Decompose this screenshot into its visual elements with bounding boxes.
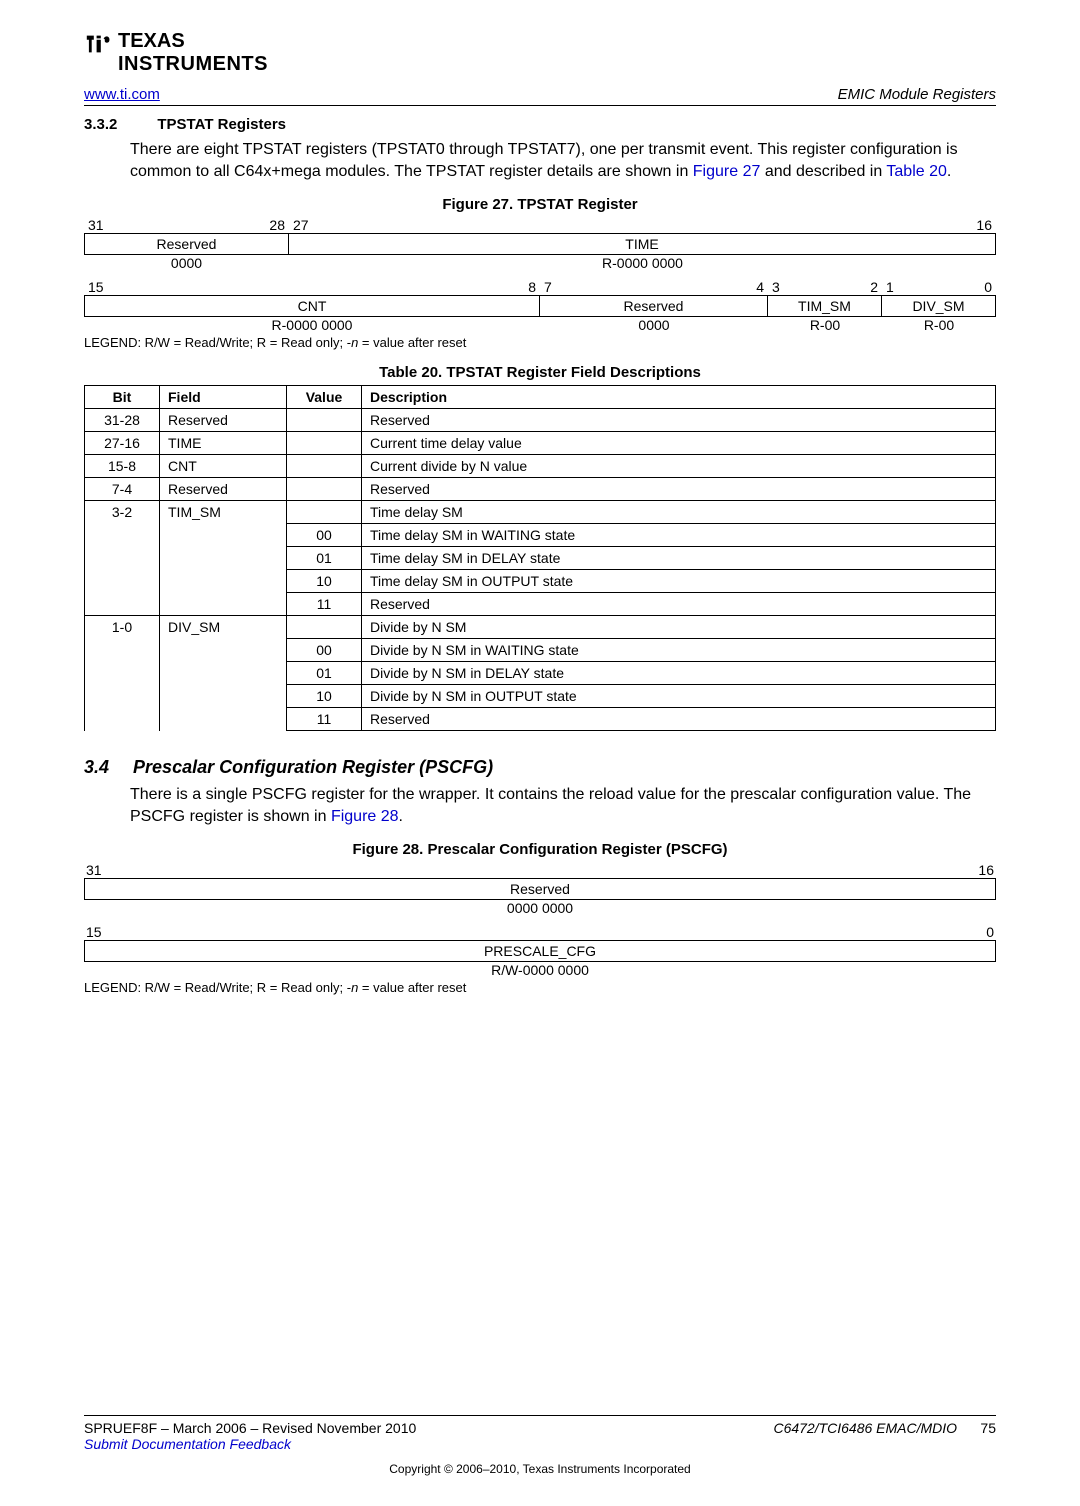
tbl20-h-desc: Description bbox=[362, 386, 996, 409]
page-footer: SPRUEF8F – March 2006 – Revised November… bbox=[84, 1415, 996, 1476]
figure-28-caption: Figure 28. Prescalar Configuration Regis… bbox=[84, 841, 996, 858]
fig27-field-timsm: TIM_SM bbox=[768, 295, 882, 317]
table-row: 31-28ReservedReserved bbox=[85, 409, 996, 432]
tbl20-h-value: Value bbox=[287, 386, 362, 409]
table-row: 01Time delay SM in DELAY state bbox=[85, 547, 996, 570]
table-row: 00Time delay SM in WAITING state bbox=[85, 524, 996, 547]
table-row: 3-2TIM_SMTime delay SM bbox=[85, 501, 996, 524]
fig27-field-reserved1: Reserved bbox=[84, 233, 289, 255]
sec-332-title: TPSTAT Registers bbox=[157, 116, 286, 133]
table-20-caption: Table 20. TPSTAT Register Field Descript… bbox=[84, 364, 996, 381]
table-row: 27-16TIMECurrent time delay value bbox=[85, 432, 996, 455]
header-url-link[interactable]: www.ti.com bbox=[84, 86, 160, 103]
table-20: Bit Field Value Description 31-28Reserve… bbox=[84, 385, 996, 731]
sec-34-number: 3.4 bbox=[84, 757, 109, 778]
logo-text-2: INSTRUMENTS bbox=[118, 53, 268, 76]
tbl20-h-field: Field bbox=[160, 386, 287, 409]
link-figure-28[interactable]: Figure 28 bbox=[331, 808, 399, 825]
table-row: 7-4ReservedReserved bbox=[85, 478, 996, 501]
fig27-field-reserved2: Reserved bbox=[540, 295, 768, 317]
fig28-legend: LEGEND: R/W = Read/Write; R = Read only;… bbox=[84, 980, 996, 995]
fig28-field-prescale: PRESCALE_CFG bbox=[84, 940, 996, 962]
footer-feedback-link[interactable]: Submit Documentation Feedback bbox=[84, 1436, 291, 1452]
table-row: 1-0DIV_SMDivide by N SM bbox=[85, 616, 996, 639]
tbl20-h-bit: Bit bbox=[85, 386, 160, 409]
figure-27-caption: Figure 27. TPSTAT Register bbox=[84, 196, 996, 213]
table-row: 10Divide by N SM in OUTPUT state bbox=[85, 685, 996, 708]
footer-page-number: 75 bbox=[980, 1420, 996, 1436]
table-row: 15-8CNTCurrent divide by N value bbox=[85, 455, 996, 478]
footer-doc-id: SPRUEF8F – March 2006 – Revised November… bbox=[84, 1420, 416, 1436]
fig27-field-time: TIME bbox=[289, 233, 996, 255]
ti-logo-icon bbox=[84, 30, 112, 58]
table-row: 11Reserved bbox=[85, 708, 996, 731]
fig27-field-cnt: CNT bbox=[84, 295, 540, 317]
sec-332-number: 3.3.2 bbox=[84, 116, 117, 133]
fig28-field-reserved: Reserved bbox=[84, 878, 996, 900]
table-row: 11Reserved bbox=[85, 593, 996, 616]
figure-27-register-diagram: 31 28 27 16 Reserved TIME 0000 R-0000 00… bbox=[84, 217, 996, 350]
link-figure-27[interactable]: Figure 27 bbox=[693, 163, 761, 180]
logo-block: TEXAS INSTRUMENTS bbox=[84, 30, 996, 76]
logo-text-1: TEXAS bbox=[118, 30, 268, 53]
footer-copyright: Copyright © 2006–2010, Texas Instruments… bbox=[84, 1462, 996, 1476]
figure-28-register-diagram: 31 16 Reserved 0000 0000 15 0 PRESCALE_C… bbox=[84, 862, 996, 995]
fig27-legend: LEGEND: R/W = Read/Write; R = Read only;… bbox=[84, 335, 996, 350]
table-row: 01Divide by N SM in DELAY state bbox=[85, 662, 996, 685]
table-row: 00Divide by N SM in WAITING state bbox=[85, 639, 996, 662]
sec-34-title: Prescalar Configuration Register (PSCFG) bbox=[133, 757, 493, 778]
sec-332-paragraph: There are eight TPSTAT registers (TPSTAT… bbox=[130, 139, 996, 182]
table-row: 10Time delay SM in OUTPUT state bbox=[85, 570, 996, 593]
fig27-field-divsm: DIV_SM bbox=[882, 295, 996, 317]
header-section-right: EMIC Module Registers bbox=[838, 86, 996, 103]
sec-34-paragraph: There is a single PSCFG register for the… bbox=[130, 784, 996, 827]
footer-doc-title: C6472/TCI6486 EMAC/MDIO bbox=[773, 1420, 957, 1436]
link-table-20[interactable]: Table 20 bbox=[886, 163, 947, 180]
